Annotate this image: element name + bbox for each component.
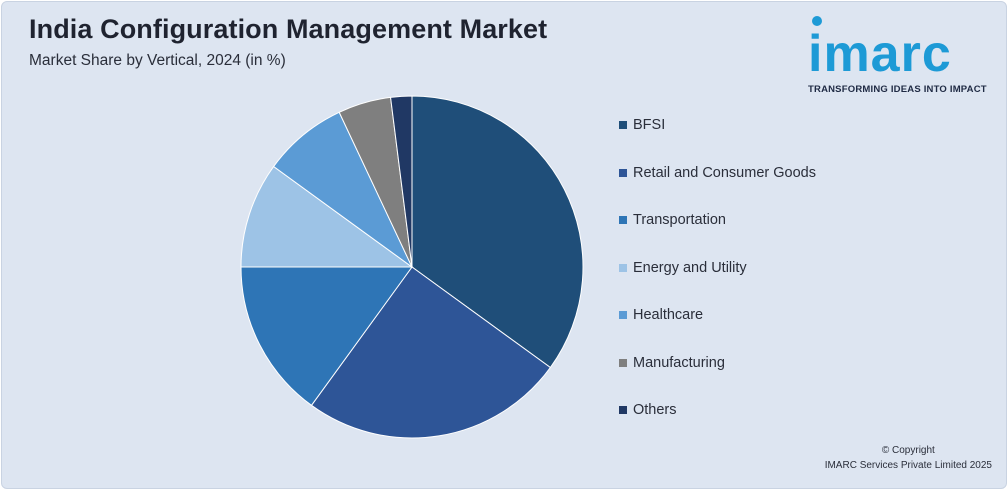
pie-slice-others [390,95,413,268]
legend-swatch [619,358,627,367]
legend-item: Transportation [619,210,726,230]
copyright-line-1: © Copyright [881,445,935,456]
legend-swatch [619,121,627,129]
pie-slice-energy-and-utility [240,165,414,268]
legend-label: Others [633,402,677,418]
legend-label: Manufacturing [633,354,725,371]
chart-title: India Configuration Management Market [29,14,548,44]
logo-tagline: TRANSFORMING IDEAS INTO IMPACT [808,84,987,95]
pie-slice-bfsi [411,95,584,369]
copyright: © Copyright IMARC Services Private Limit… [825,443,992,473]
pie-slice-retail-and-consumer-goods [310,266,552,439]
imarc-logo: imarc TRANSFORMING IDEAS INTO IMPACT [802,12,1002,102]
logo-wordmark: imarc [808,25,952,83]
chart-subtitle: Market Share by Vertical, 2024 (in %) [29,52,286,69]
legend-item: Retail and Consumer Goods [619,163,816,183]
legend-item: Manufacturing [619,353,725,373]
legend-label: Retail and Consumer Goods [633,164,816,181]
pie-slice-transportation [240,266,413,407]
legend-swatch [619,168,627,177]
legend-swatch [619,311,627,319]
legend-item: Others [619,400,677,420]
legend-label: Healthcare [633,307,704,323]
legend-swatch [619,406,627,414]
copyright-line-2: IMARC Services Private Limited 2025 [824,460,992,471]
legend-label: BFSI [633,117,666,133]
pie-chart [240,95,584,439]
legend-item: BFSI [619,115,665,135]
legend-item: Energy and Utility [619,258,747,278]
logo-dot-icon [812,16,822,26]
legend-swatch [619,263,627,272]
legend-item: Healthcare [619,305,703,325]
legend-label: Energy and Utility [633,259,747,276]
legend-swatch [619,216,627,224]
legend-label: Transportation [633,212,726,228]
